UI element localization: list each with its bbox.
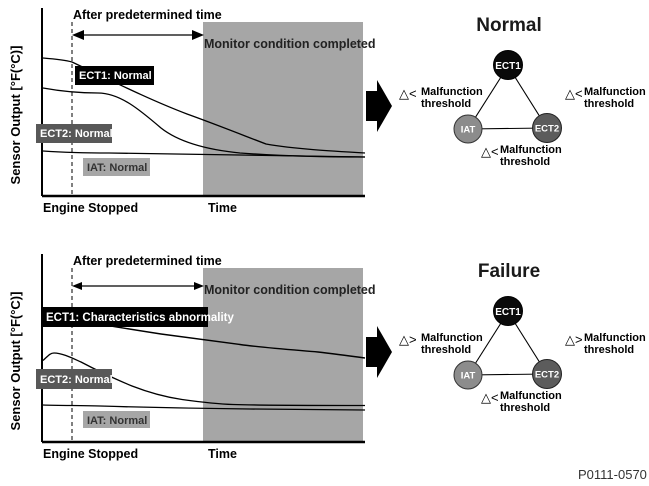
svg-text:Malfunction: Malfunction xyxy=(584,332,646,344)
svg-text:Malfunction: Malfunction xyxy=(421,332,483,344)
svg-text:ECT1: ECT1 xyxy=(495,307,521,318)
svg-text:Normal: Normal xyxy=(476,15,541,36)
svg-text:Malfunction: Malfunction xyxy=(584,86,646,98)
svg-text:threshold: threshold xyxy=(500,156,550,168)
svg-text:threshold: threshold xyxy=(421,344,471,356)
svg-text:threshold: threshold xyxy=(584,98,634,110)
svg-text:△>: △> xyxy=(399,332,417,347)
svg-text:threshold: threshold xyxy=(500,402,550,414)
svg-text:△<: △< xyxy=(481,144,499,159)
svg-text:△<: △< xyxy=(481,390,499,405)
svg-text:Malfunction: Malfunction xyxy=(500,144,562,156)
svg-text:△>: △> xyxy=(565,332,583,347)
svg-text:ECT1: ECT1 xyxy=(495,61,521,72)
svg-text:△<: △< xyxy=(565,86,583,101)
svg-text:threshold: threshold xyxy=(584,344,634,356)
svg-text:△<: △< xyxy=(399,86,417,101)
svg-text:Failure: Failure xyxy=(478,261,540,282)
svg-text:Malfunction: Malfunction xyxy=(500,390,562,402)
svg-text:threshold: threshold xyxy=(421,98,471,110)
svg-text:IAT: IAT xyxy=(461,125,476,136)
svg-text:ECT2: ECT2 xyxy=(535,370,559,381)
svg-text:IAT: IAT xyxy=(461,371,476,382)
svg-text:Malfunction: Malfunction xyxy=(421,86,483,98)
svg-text:ECT2: ECT2 xyxy=(535,124,559,135)
